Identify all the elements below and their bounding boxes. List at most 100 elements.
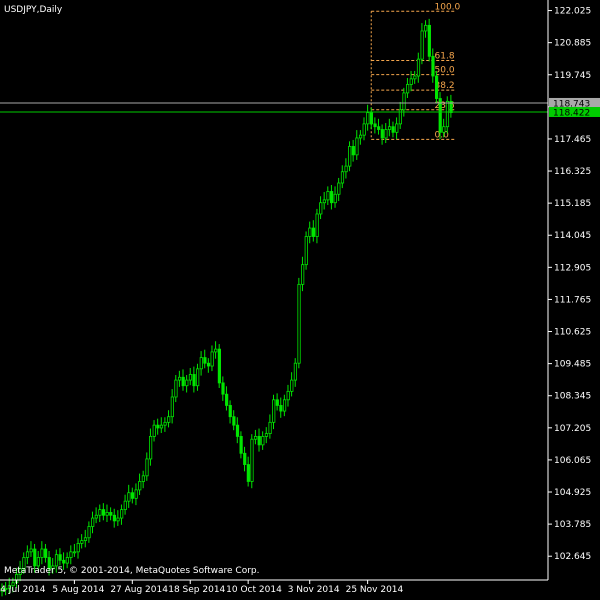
ask-price-tag: 118.743 bbox=[549, 97, 600, 109]
candle bbox=[116, 510, 120, 526]
candle bbox=[73, 543, 77, 557]
candle-body bbox=[398, 109, 403, 125]
candle bbox=[44, 543, 48, 563]
candle bbox=[413, 70, 417, 84]
fib-level-label: 100.0 bbox=[435, 2, 461, 12]
candle bbox=[145, 452, 149, 481]
candle-body bbox=[69, 551, 73, 558]
candle bbox=[98, 504, 102, 522]
y-tick-label: 120.885 bbox=[554, 39, 591, 49]
candle-body bbox=[177, 376, 182, 381]
candle-body bbox=[174, 379, 178, 398]
candle-body bbox=[54, 554, 59, 567]
candle bbox=[185, 375, 189, 393]
candle-body bbox=[355, 137, 359, 156]
candle bbox=[181, 369, 185, 391]
candle-body bbox=[272, 399, 276, 423]
fib-level-label: 61.8 bbox=[435, 52, 455, 62]
candle-body bbox=[91, 517, 95, 527]
x-tick-label: 10 Oct 2014 bbox=[226, 585, 282, 595]
candle-body bbox=[185, 379, 189, 387]
candle-body bbox=[94, 514, 98, 519]
price-tag-box bbox=[549, 97, 600, 108]
candle-body bbox=[319, 202, 323, 215]
candle bbox=[58, 548, 62, 566]
candle bbox=[130, 487, 135, 504]
candle-body bbox=[116, 517, 120, 522]
candle bbox=[322, 192, 326, 210]
y-tick-label: 115.185 bbox=[554, 199, 591, 209]
candle-body bbox=[120, 509, 124, 519]
candle bbox=[36, 551, 41, 571]
candle-body bbox=[159, 424, 164, 429]
bid-price-tag: 118.422 bbox=[549, 107, 600, 119]
y-tick-label: 109.485 bbox=[554, 360, 591, 370]
fib-level-label: 50.0 bbox=[435, 66, 455, 76]
candle-body bbox=[311, 227, 316, 237]
candle-body bbox=[145, 458, 149, 477]
candle-body bbox=[402, 92, 406, 111]
candle-body bbox=[232, 416, 236, 426]
price-axis[interactable]: 122.025120.885119.745118.605117.465116.3… bbox=[548, 7, 591, 563]
candle-body bbox=[109, 512, 113, 516]
candle-body bbox=[225, 393, 229, 406]
price-lines bbox=[0, 102, 548, 113]
candle bbox=[442, 118, 446, 138]
candle bbox=[62, 552, 66, 570]
x-tick-label: 27 Aug 2014 bbox=[110, 585, 168, 595]
candle bbox=[196, 363, 200, 391]
candle-body bbox=[431, 55, 435, 77]
candle bbox=[214, 341, 218, 359]
candle-body bbox=[442, 126, 446, 133]
candle-body bbox=[101, 509, 106, 516]
candle bbox=[362, 117, 366, 141]
candle-body bbox=[293, 362, 298, 381]
candle-body bbox=[416, 58, 421, 77]
candlestick-series bbox=[0, 18, 453, 597]
candle-body bbox=[127, 492, 131, 502]
candle bbox=[112, 508, 117, 528]
candle-body bbox=[308, 227, 312, 237]
y-tick-label: 122.025 bbox=[554, 7, 591, 17]
candle-body bbox=[123, 500, 127, 511]
candle-body bbox=[65, 557, 69, 564]
candle-body bbox=[152, 424, 156, 437]
candle-body bbox=[268, 421, 272, 434]
candle-body bbox=[351, 146, 355, 156]
candle bbox=[123, 494, 127, 515]
candle bbox=[424, 20, 428, 38]
price-tag-box bbox=[549, 107, 600, 118]
candle bbox=[373, 117, 377, 134]
candle-body bbox=[149, 436, 153, 460]
candle bbox=[109, 507, 113, 521]
candle bbox=[217, 344, 221, 388]
candle bbox=[221, 376, 225, 401]
candle bbox=[152, 420, 156, 442]
candle-body bbox=[301, 264, 305, 285]
candle-body bbox=[445, 100, 450, 128]
candle-body bbox=[25, 551, 30, 558]
candle bbox=[69, 545, 73, 565]
candle-body bbox=[424, 24, 428, 32]
candle bbox=[264, 427, 269, 444]
candle-body bbox=[253, 436, 258, 440]
candle bbox=[387, 118, 392, 137]
fibonacci-retracement[interactable]: 100.0 61.8 50.0 38.2 23.6 0.0 bbox=[370, 2, 461, 140]
candle-body bbox=[326, 191, 330, 201]
candle bbox=[134, 483, 138, 506]
fib-level-label: 23.6 bbox=[435, 101, 455, 111]
candle-body bbox=[11, 582, 15, 587]
candle-body bbox=[141, 475, 145, 482]
candle-body bbox=[87, 526, 91, 539]
candle-body bbox=[246, 464, 250, 482]
y-tick-label: 102.645 bbox=[554, 552, 591, 562]
candle-body bbox=[243, 452, 247, 465]
candle-body bbox=[62, 559, 66, 564]
candle-body bbox=[210, 351, 214, 367]
candle-body bbox=[36, 557, 41, 567]
candle-body bbox=[105, 512, 109, 516]
candle bbox=[105, 504, 109, 522]
x-tick-label: 3 Nov 2014 bbox=[288, 585, 340, 595]
